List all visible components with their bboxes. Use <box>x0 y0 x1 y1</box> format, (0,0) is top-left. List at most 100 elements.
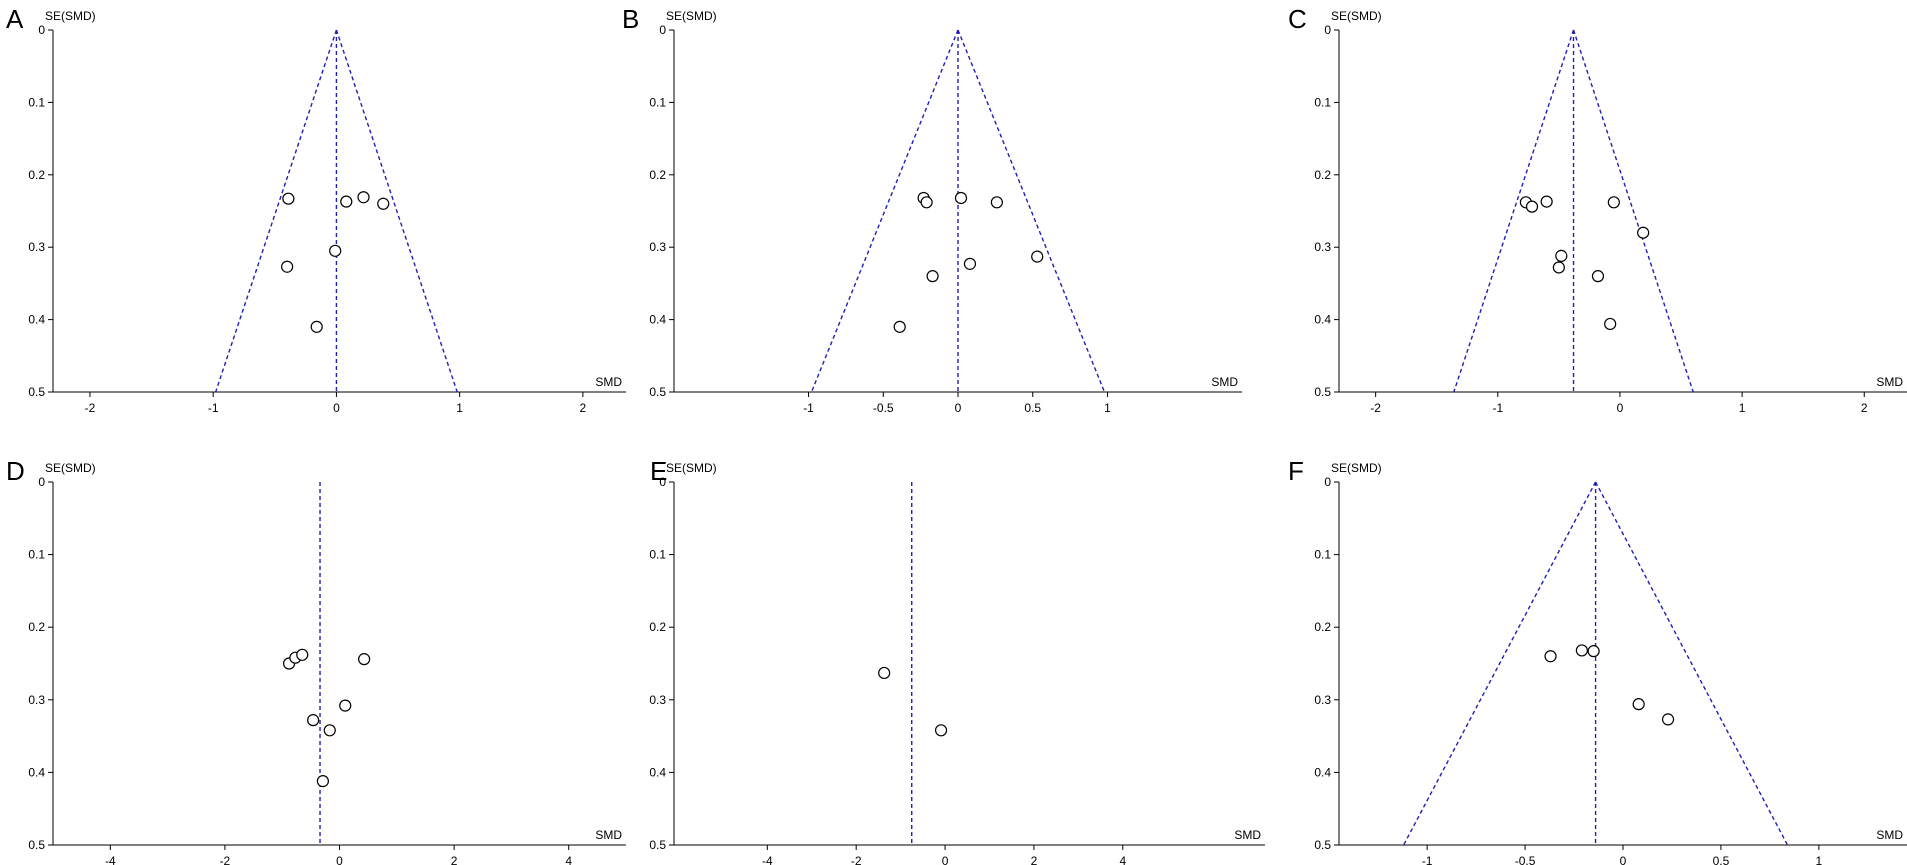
y-tick-label: 0.3 <box>1314 693 1331 707</box>
funnel-right-limit <box>957 29 1106 393</box>
y-tick-label: 0.5 <box>1314 838 1331 852</box>
study-point <box>963 257 977 270</box>
y-tick-label: 0.4 <box>1314 313 1331 327</box>
study-point <box>878 666 891 680</box>
study-point <box>323 724 336 737</box>
y-axis-title: SE(SMD) <box>1331 9 1382 23</box>
x-tick-label: 0.5 <box>1024 401 1041 415</box>
y-tick-label: 0 <box>38 23 45 37</box>
x-tick-label: 0.5 <box>1713 854 1730 865</box>
y-axis-title: SE(SMD) <box>666 461 717 475</box>
x-tick-label: -0.5 <box>873 401 894 415</box>
y-tick-label: 0.5 <box>28 385 45 399</box>
study-point <box>358 653 371 666</box>
panel-b: B 0 0.1 0.2 0.3 0.4 0.5 -1 -0.5 0 0.5 1 SE(SMD) SMD <box>622 4 1242 415</box>
study-point <box>990 196 1003 209</box>
y-tick-label: 0.2 <box>649 168 666 182</box>
study-point <box>281 260 294 273</box>
x-tick-label: 1 <box>1816 854 1823 865</box>
panel-label-e: E <box>650 456 667 486</box>
x-tick-label: 2 <box>1031 854 1038 865</box>
y-tick-label: 0.1 <box>649 548 666 562</box>
y-tick-label: 0.3 <box>649 240 666 254</box>
x-tick-label: 0 <box>1617 401 1624 415</box>
study-point <box>307 714 320 727</box>
study-point <box>296 648 309 661</box>
study-point <box>1575 644 1588 657</box>
y-tick-label: 0.4 <box>1314 765 1331 779</box>
panel-label-d: D <box>6 456 25 486</box>
study-point <box>282 192 295 205</box>
y-tick-label: 0.2 <box>1314 168 1331 182</box>
y-tick-label: 0 <box>659 475 666 489</box>
study-point <box>357 191 370 204</box>
x-tick-label: -2 <box>220 854 231 865</box>
x-tick-label: -1 <box>208 401 219 415</box>
y-tick-label: 0 <box>659 23 666 37</box>
x-tick-label: -0.5 <box>1515 854 1536 865</box>
funnel-left-limit <box>214 29 338 393</box>
y-tick-label: 0.2 <box>1314 620 1331 634</box>
study-point <box>926 270 939 283</box>
y-tick-label: 0.3 <box>1314 240 1331 254</box>
funnel-right-limit <box>1594 481 1789 846</box>
x-axis-title: SMD <box>595 375 622 389</box>
funnel-left-limit <box>1403 481 1597 846</box>
study-point <box>1587 645 1600 658</box>
y-tick-label: 0.3 <box>28 240 45 254</box>
study-point <box>339 699 352 712</box>
y-tick-label: 0.5 <box>28 838 45 852</box>
study-point <box>934 724 948 737</box>
x-tick-label: -4 <box>762 854 773 865</box>
funnel-left-limit <box>1453 29 1575 393</box>
study-point <box>1555 249 1568 262</box>
x-tick-label: 1 <box>456 401 463 415</box>
y-tick-label: 0.2 <box>28 620 45 634</box>
study-point <box>1544 650 1557 663</box>
y-tick-label: 0.4 <box>28 313 45 327</box>
study-point <box>920 196 933 209</box>
panel-d: D 00.10.20.30.40.5-4 -2 0 2 4SE(SMD)SMD <box>6 456 626 865</box>
study-point <box>329 244 342 257</box>
y-tick-label: 0.5 <box>1314 385 1331 399</box>
panel-c: C 0 0.1 0.2 0.3 0.4 0.5 -2 -1 0 1 2 SE(SMD) SMD <box>1288 4 1907 415</box>
study-point <box>1540 195 1553 208</box>
y-tick-label: 0.4 <box>28 765 45 779</box>
x-tick-label: 0 <box>336 854 343 865</box>
x-tick-label: 0 <box>955 401 962 415</box>
study-point <box>340 195 353 208</box>
y-axis-title: SE(SMD) <box>45 9 96 23</box>
funnel-right-limit <box>1572 29 1694 393</box>
funnel-right-limit <box>335 29 458 393</box>
study-point <box>1632 698 1645 711</box>
x-tick-label: -1 <box>1492 401 1503 415</box>
y-tick-label: 0.1 <box>649 95 666 109</box>
panel-label-f: F <box>1288 456 1304 486</box>
study-point <box>893 320 906 333</box>
study-point <box>1604 317 1617 331</box>
x-tick-label: 2 <box>1861 401 1868 415</box>
y-tick-label: 0.1 <box>1314 95 1331 109</box>
y-tick-label: 0.3 <box>28 693 45 707</box>
study-point <box>1525 200 1539 213</box>
y-tick-label: 0 <box>38 475 45 489</box>
y-tick-label: 0.2 <box>28 168 45 182</box>
panel-label-c: C <box>1288 4 1307 34</box>
panel-label-b: B <box>622 4 639 34</box>
x-axis-title: SMD <box>1876 828 1903 842</box>
x-tick-label: -2 <box>1370 401 1381 415</box>
study-point <box>1661 713 1675 726</box>
x-tick-label: 2 <box>580 401 587 415</box>
y-tick-label: 0 <box>1324 23 1331 37</box>
study-point <box>316 775 329 788</box>
study-point <box>1591 270 1605 283</box>
y-tick-label: 0.1 <box>28 548 45 562</box>
y-tick-label: 0.5 <box>649 385 666 399</box>
y-tick-label: 0 <box>1324 475 1331 489</box>
study-point <box>1637 226 1650 239</box>
x-tick-label: 2 <box>451 854 458 865</box>
x-axis-title: SMD <box>1876 375 1903 389</box>
study-point <box>1552 261 1565 274</box>
x-tick-label: -2 <box>851 854 862 865</box>
